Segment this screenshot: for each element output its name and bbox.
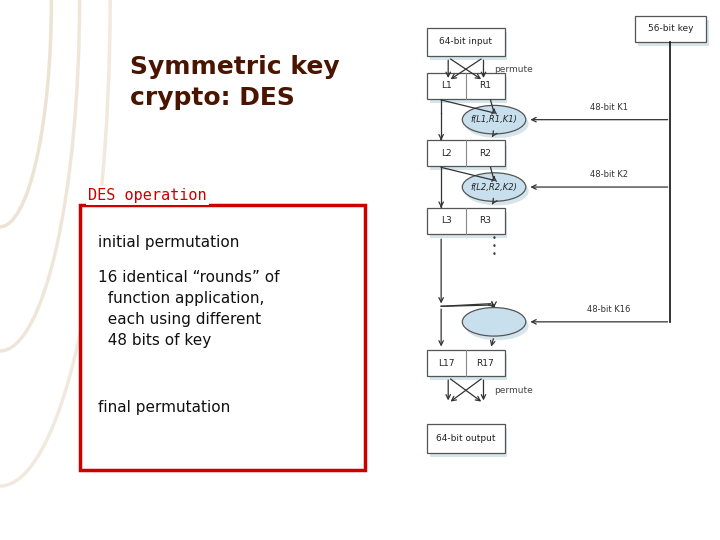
Text: 64-bit input: 64-bit input bbox=[439, 37, 492, 46]
Text: R1: R1 bbox=[480, 82, 491, 91]
Text: Symmetric key
crypto: DES: Symmetric key crypto: DES bbox=[130, 55, 340, 110]
Text: •: • bbox=[492, 250, 497, 259]
Text: DES operation: DES operation bbox=[88, 188, 207, 203]
Text: 16 identical “rounds” of
  function application,
  each using different
  48 bit: 16 identical “rounds” of function applic… bbox=[98, 270, 279, 348]
Text: 48-bit K1: 48-bit K1 bbox=[590, 103, 628, 112]
Text: final permutation: final permutation bbox=[98, 400, 230, 415]
Text: f(L1,R1,K1): f(L1,R1,K1) bbox=[471, 115, 518, 124]
Text: L1: L1 bbox=[441, 82, 452, 91]
FancyBboxPatch shape bbox=[430, 145, 508, 171]
Ellipse shape bbox=[465, 312, 528, 340]
Text: 56-bit key: 56-bit key bbox=[648, 24, 693, 33]
FancyBboxPatch shape bbox=[635, 16, 706, 42]
Text: •: • bbox=[492, 242, 497, 251]
Text: R17: R17 bbox=[477, 359, 494, 368]
FancyBboxPatch shape bbox=[427, 140, 505, 166]
FancyBboxPatch shape bbox=[430, 32, 508, 60]
Text: 48-bit K16: 48-bit K16 bbox=[587, 305, 631, 314]
FancyBboxPatch shape bbox=[430, 212, 508, 238]
FancyBboxPatch shape bbox=[430, 428, 508, 457]
FancyBboxPatch shape bbox=[122, 0, 720, 540]
Text: L17: L17 bbox=[438, 359, 455, 368]
FancyBboxPatch shape bbox=[638, 20, 708, 46]
FancyBboxPatch shape bbox=[430, 77, 508, 103]
Text: 48-bit K2: 48-bit K2 bbox=[590, 170, 628, 179]
Text: L2: L2 bbox=[441, 149, 451, 158]
Ellipse shape bbox=[465, 177, 528, 205]
Text: R3: R3 bbox=[480, 216, 491, 225]
Text: •: • bbox=[492, 234, 497, 244]
FancyBboxPatch shape bbox=[80, 205, 365, 470]
FancyBboxPatch shape bbox=[430, 354, 508, 380]
Text: L3: L3 bbox=[441, 216, 452, 225]
FancyBboxPatch shape bbox=[427, 73, 505, 99]
Text: permute: permute bbox=[494, 65, 533, 73]
FancyBboxPatch shape bbox=[427, 424, 505, 453]
Ellipse shape bbox=[465, 110, 528, 138]
Ellipse shape bbox=[462, 105, 526, 134]
Text: initial permutation: initial permutation bbox=[98, 235, 239, 250]
Text: f(L2,R2,K2): f(L2,R2,K2) bbox=[471, 183, 518, 192]
Text: permute: permute bbox=[494, 386, 533, 395]
FancyBboxPatch shape bbox=[427, 28, 505, 56]
Text: R2: R2 bbox=[480, 149, 491, 158]
Ellipse shape bbox=[462, 308, 526, 336]
Text: 64-bit output: 64-bit output bbox=[436, 434, 495, 443]
Ellipse shape bbox=[462, 173, 526, 201]
FancyBboxPatch shape bbox=[427, 350, 505, 376]
FancyBboxPatch shape bbox=[427, 208, 505, 234]
